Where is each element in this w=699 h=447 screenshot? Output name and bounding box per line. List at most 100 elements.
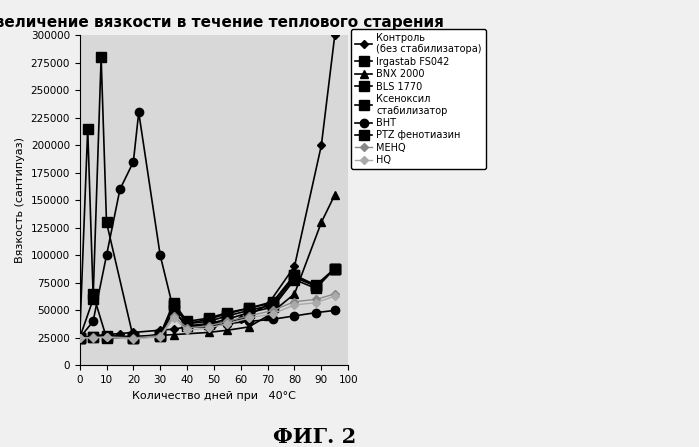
- BNX 2000: [129, 334, 138, 340]
- Ксеноксил
стабилизатор: [156, 333, 164, 338]
- Ксеноксил
стабилизатор: [269, 300, 278, 305]
- BHT: [102, 253, 110, 258]
- BHT: [269, 316, 278, 322]
- HQ: [269, 311, 278, 316]
- BLS 1770: [129, 334, 138, 340]
- Контроль
(без стабилизатора): [236, 316, 245, 322]
- Контроль
(без стабилизатора): [169, 326, 178, 332]
- PTZ фенотиазин: [312, 286, 320, 291]
- BLS 1770: [102, 333, 110, 338]
- MEHQ: [269, 308, 278, 313]
- BHT: [116, 187, 124, 192]
- Irgastab FS042: [290, 273, 298, 278]
- BLS 1770: [290, 275, 298, 280]
- Line: Irgastab FS042: Irgastab FS042: [75, 52, 340, 343]
- MEHQ: [156, 333, 164, 338]
- Irgastab FS042: [223, 310, 231, 315]
- Ксеноксил
стабилизатор: [75, 335, 84, 341]
- Контроль
(без стабилизатора): [264, 302, 272, 308]
- Line: BNX 2000: BNX 2000: [75, 191, 339, 342]
- Контроль
(без стабилизатора): [183, 324, 192, 329]
- MEHQ: [183, 325, 192, 331]
- PTZ фенотиазин: [204, 321, 212, 326]
- PTZ фенотиазин: [156, 333, 164, 338]
- Ксеноксил
стабилизатор: [204, 316, 212, 322]
- HQ: [102, 335, 110, 340]
- BLS 1770: [223, 313, 231, 319]
- Контроль
(без стабилизатора): [102, 332, 110, 337]
- BLS 1770: [156, 332, 164, 337]
- Irgastab FS042: [204, 316, 212, 321]
- BHT: [223, 321, 231, 326]
- BHT: [331, 308, 339, 313]
- BHT: [183, 324, 192, 329]
- BNX 2000: [331, 192, 339, 198]
- BLS 1770: [183, 321, 192, 326]
- MEHQ: [245, 313, 253, 319]
- Line: BLS 1770: BLS 1770: [75, 264, 340, 343]
- BHT: [75, 335, 84, 341]
- HQ: [223, 321, 231, 326]
- HQ: [75, 335, 84, 341]
- BLS 1770: [269, 302, 278, 308]
- MEHQ: [75, 335, 84, 341]
- Контроль
(без стабилизатора): [116, 331, 124, 336]
- BLS 1770: [331, 266, 339, 271]
- HQ: [89, 335, 97, 341]
- BNX 2000: [223, 328, 231, 333]
- MEHQ: [331, 291, 339, 297]
- PTZ фенотиазин: [75, 335, 84, 341]
- MEHQ: [129, 335, 138, 341]
- Irgastab FS042: [102, 220, 110, 225]
- BLS 1770: [245, 308, 253, 313]
- Irgastab FS042: [97, 55, 106, 60]
- Irgastab FS042: [312, 283, 320, 289]
- Ксеноксил
стабилизатор: [223, 311, 231, 316]
- HQ: [331, 293, 339, 299]
- PTZ фенотиазин: [269, 304, 278, 310]
- PTZ фенотиазин: [89, 334, 97, 340]
- MEHQ: [290, 299, 298, 304]
- Контроль
(без стабилизатора): [331, 33, 339, 38]
- BNX 2000: [75, 335, 84, 341]
- Title: Увеличение вязкости в течение теплового старения: Увеличение вязкости в течение теплового …: [0, 15, 445, 30]
- HQ: [312, 300, 320, 305]
- BHT: [290, 313, 298, 319]
- HQ: [169, 316, 178, 321]
- Line: Контроль
(без стабилизатора): Контроль (без стабилизатора): [77, 33, 338, 341]
- MEHQ: [223, 319, 231, 324]
- BNX 2000: [245, 324, 253, 329]
- BHT: [204, 324, 212, 329]
- BNX 2000: [204, 330, 212, 335]
- BLS 1770: [89, 334, 97, 340]
- Ксеноксил
стабилизатор: [245, 306, 253, 311]
- PTZ фенотиазин: [331, 266, 339, 271]
- Ксеноксил
стабилизатор: [89, 291, 97, 297]
- BLS 1770: [169, 302, 178, 308]
- BLS 1770: [204, 319, 212, 324]
- BNX 2000: [290, 291, 298, 297]
- PTZ фенотиазин: [290, 277, 298, 283]
- BLS 1770: [312, 283, 320, 289]
- HQ: [290, 302, 298, 308]
- Ксеноксил
стабилизатор: [331, 266, 339, 271]
- HQ: [204, 325, 212, 331]
- Ксеноксил
стабилизатор: [312, 283, 320, 288]
- Irgastab FS042: [331, 266, 339, 271]
- Irgastab FS042: [169, 300, 178, 305]
- Ксеноксил
стабилизатор: [129, 335, 138, 341]
- BNX 2000: [264, 313, 272, 319]
- Контроль
(без стабилизатора): [290, 264, 298, 269]
- BHT: [156, 253, 164, 258]
- Irgastab FS042: [89, 297, 97, 302]
- Legend: Контроль
(без стабилизатора), Irgastab FS042, BNX 2000, BLS 1770, Ксеноксил
стаб: Контроль (без стабилизатора), Irgastab F…: [351, 29, 486, 169]
- Ксеноксил
стабилизатор: [183, 321, 192, 326]
- Line: Ксеноксил
стабилизатор: Ксеноксил стабилизатор: [75, 124, 340, 343]
- BNX 2000: [169, 332, 178, 337]
- Line: HQ: HQ: [77, 293, 338, 342]
- Контроль
(без стабилизатора): [129, 330, 138, 335]
- BHT: [134, 110, 143, 115]
- Line: MEHQ: MEHQ: [77, 291, 338, 341]
- MEHQ: [169, 313, 178, 319]
- Ксеноксил
стабилизатор: [290, 273, 298, 278]
